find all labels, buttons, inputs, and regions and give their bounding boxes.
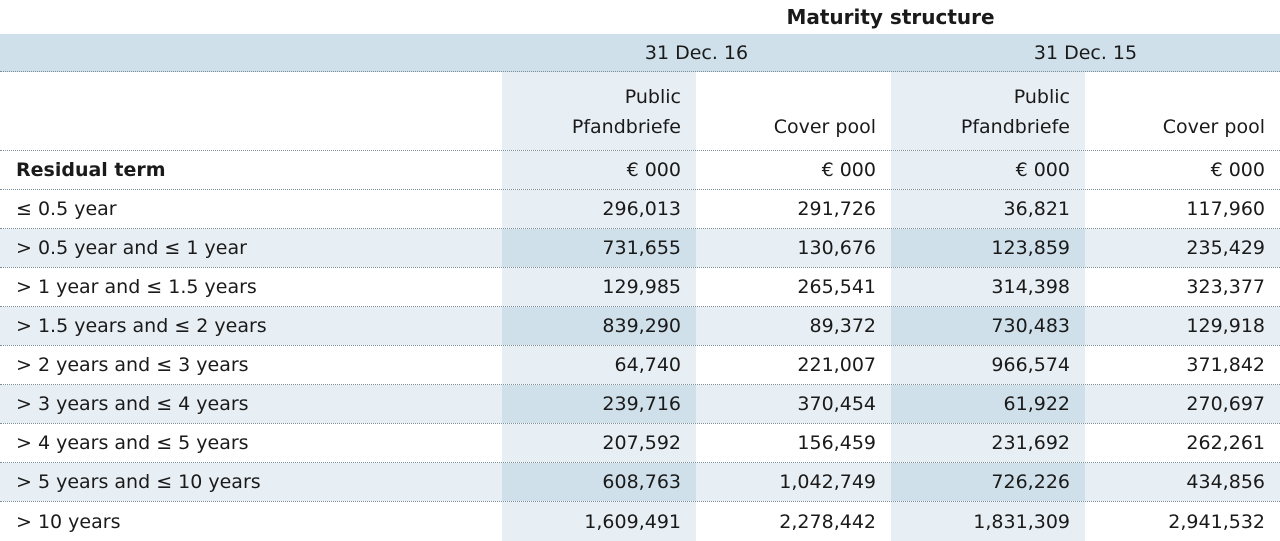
col-header-public-line2: Pfandbriefe [960, 116, 1070, 138]
value-cover-2016: 1,042,749 [696, 463, 891, 501]
row-label: > 2 years and ≤ 3 years [16, 354, 249, 376]
value-cover-2016: 221,007 [797, 354, 876, 376]
col-header-public-pfandbriefe-2016: Public Pfandbriefe [502, 72, 696, 150]
col-header-public-pfandbriefe-2015: Public Pfandbriefe [891, 72, 1085, 150]
column-header-spacer [0, 72, 502, 150]
value-cover-2016: 156,459 [797, 432, 876, 454]
value-cover-2015: 434,856 [1085, 463, 1280, 501]
value-public-2015: 1,831,309 [891, 502, 1085, 541]
date-header-row: 31 Dec. 16 31 Dec. 15 [0, 34, 1280, 72]
value-public-2016: 239,716 [502, 385, 696, 423]
value-cover-2015: 129,918 [1085, 307, 1280, 345]
table-row: > 1 year and ≤ 1.5 years 129,985 265,541 31… [0, 268, 1280, 307]
row-label: > 1 year and ≤ 1.5 years [16, 276, 257, 298]
date-header-spacer [0, 34, 502, 71]
value-public-2016: 129,985 [502, 268, 696, 306]
value-cover-2016: 130,676 [696, 229, 891, 267]
title-row: Maturity structure [0, 0, 1280, 34]
value-public-2015: 966,574 [891, 346, 1085, 384]
value-cover-2016: 291,726 [797, 198, 876, 220]
col-header-public-line2: Pfandbriefe [571, 116, 681, 138]
col-header-cover-pool-2016: Cover pool [696, 72, 891, 150]
table-row: > 2 years and ≤ 3 years 64,740 221,007 966,… [0, 346, 1280, 385]
row-label: ≤ 0.5 year [16, 198, 117, 220]
value-public-2016: 207,592 [502, 424, 696, 462]
value-public-2015: 61,922 [891, 385, 1085, 423]
unit-cell: € 000 [502, 151, 696, 189]
value-cover-2016: 89,372 [696, 307, 891, 345]
table-row: > 5 years and ≤ 10 years 608,763 1,042,749… [0, 463, 1280, 502]
col-header-cover-pool-label: Cover pool [773, 116, 876, 138]
col-header-cover-pool-label: Cover pool [1162, 116, 1265, 138]
table-row: > 3 years and ≤ 4 years 239,716 370,454 61,… [0, 385, 1280, 424]
value-public-2015: 231,692 [891, 424, 1085, 462]
value-public-2016: 64,740 [502, 346, 696, 384]
col-header-public-line1: Public [624, 86, 681, 108]
table-row: ≤ 0.5 year 296,013 291,726 36,821 117,960 [0, 190, 1280, 229]
table-row: > 4 years and ≤ 5 years 207,592 156,459 231… [0, 424, 1280, 463]
value-cover-2015: 117,960 [1186, 198, 1265, 220]
row-label: > 4 years and ≤ 5 years [16, 432, 249, 454]
row-label: > 1.5 years and ≤ 2 years [0, 307, 502, 345]
col-header-public-line1: Public [1013, 86, 1070, 108]
value-public-2015: 726,226 [891, 463, 1085, 501]
unit-cell: € 000 [891, 151, 1085, 189]
value-public-2015: 314,398 [891, 268, 1085, 306]
value-public-2016: 608,763 [502, 463, 696, 501]
value-public-2016: 839,290 [502, 307, 696, 345]
value-public-2015: 123,859 [891, 229, 1085, 267]
residual-term-label: Residual term [16, 159, 166, 181]
value-cover-2016: 265,541 [797, 276, 876, 298]
value-public-2015: 36,821 [891, 190, 1085, 228]
value-cover-2015: 323,377 [1186, 276, 1265, 298]
value-public-2016: 1,609,491 [502, 502, 696, 541]
value-public-2015: 730,483 [891, 307, 1085, 345]
unit-cell: € 000 [821, 159, 876, 181]
row-label: > 10 years [16, 510, 121, 533]
row-label: > 0.5 year and ≤ 1 year [0, 229, 502, 267]
value-cover-2015: 235,429 [1085, 229, 1280, 267]
units-row: Residual term € 000 € 000 € 000 € 000 [0, 151, 1280, 190]
column-header-row: Public Pfandbriefe Cover pool Public Pfa… [0, 72, 1280, 151]
value-cover-2015: 262,261 [1186, 432, 1265, 454]
value-cover-2016: 2,278,442 [779, 510, 876, 533]
value-cover-2015: 371,842 [1186, 354, 1265, 376]
row-label: > 5 years and ≤ 10 years [0, 463, 502, 501]
value-cover-2015: 270,697 [1085, 385, 1280, 423]
col-header-cover-pool-2015: Cover pool [1085, 72, 1280, 150]
date-header-2016: 31 Dec. 16 [644, 41, 749, 64]
row-label: > 3 years and ≤ 4 years [0, 385, 502, 423]
value-public-2016: 731,655 [502, 229, 696, 267]
value-cover-2016: 370,454 [696, 385, 891, 423]
table-row: > 1.5 years and ≤ 2 years 839,290 89,372 73… [0, 307, 1280, 346]
table-row: > 10 years 1,609,491 2,278,442 1,831,309 2,9… [0, 502, 1280, 541]
unit-cell: € 000 [1210, 159, 1265, 181]
date-header-2015: 31 Dec. 15 [1033, 41, 1138, 64]
value-public-2016: 296,013 [502, 190, 696, 228]
value-cover-2015: 2,941,532 [1168, 510, 1265, 533]
table-title: Maturity structure [786, 5, 995, 29]
table-row: > 0.5 year and ≤ 1 year 731,655 130,676 123… [0, 229, 1280, 268]
